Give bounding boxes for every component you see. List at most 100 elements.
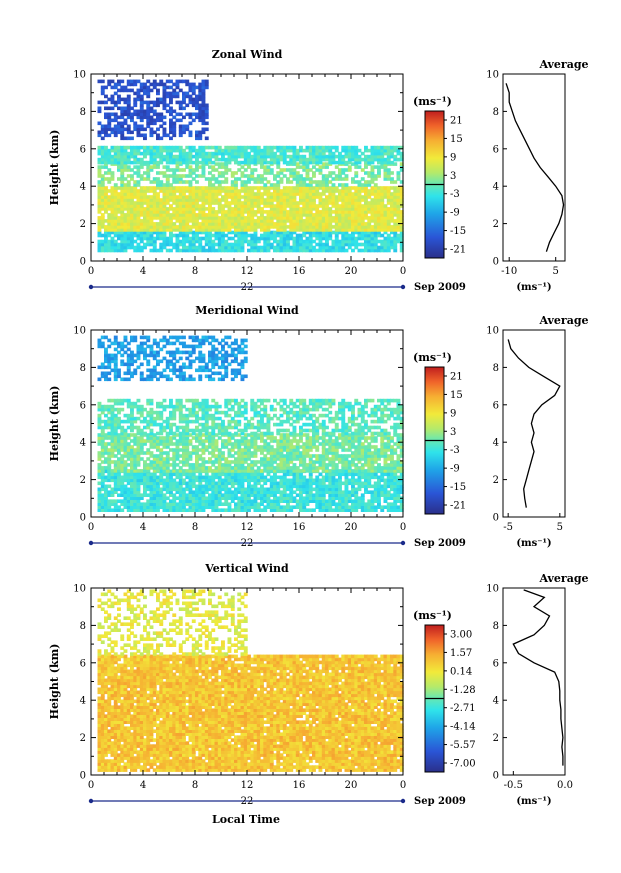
heatmap-cell xyxy=(152,466,157,470)
heatmap-cell xyxy=(107,245,112,250)
heatmap-cell xyxy=(234,222,238,226)
heatmap-cell xyxy=(195,85,199,90)
heatmap-cell xyxy=(334,174,339,178)
heatmap-cell xyxy=(276,157,281,162)
heatmap-cell xyxy=(152,100,157,105)
heatmap-cell xyxy=(351,493,355,497)
heatmap-cell xyxy=(227,225,232,229)
heatmap-cell xyxy=(250,499,255,503)
heatmap-cell xyxy=(237,454,242,458)
heatmap-cell xyxy=(308,151,313,156)
heatmap-cell xyxy=(302,177,307,181)
heatmap-cell xyxy=(279,460,284,464)
heatmap-cell xyxy=(113,210,118,214)
heatmap-cell xyxy=(149,451,154,455)
heatmap-cell xyxy=(399,460,404,464)
heatmap-cell xyxy=(334,233,339,238)
heatmap-cell xyxy=(191,499,196,503)
heatmap-cell xyxy=(204,460,209,464)
heatmap-cell xyxy=(195,484,199,489)
heatmap-cell xyxy=(117,230,121,235)
heatmap-cell xyxy=(390,481,394,486)
heatmap-cell xyxy=(237,487,242,492)
heatmap-cell xyxy=(354,207,359,211)
heatmap-cell xyxy=(113,472,118,477)
heatmap-cell xyxy=(182,236,186,241)
heatmap-cell xyxy=(198,499,203,503)
heatmap-cell xyxy=(273,245,277,250)
heatmap-cell xyxy=(383,174,388,178)
heatmap-cell xyxy=(396,475,401,480)
heatmap-cell xyxy=(159,145,164,150)
heatmap-cell xyxy=(276,457,281,461)
heatmap-cell xyxy=(208,248,212,253)
heatmap-cell xyxy=(237,189,242,193)
heatmap-cell xyxy=(380,242,385,247)
heatmap-cell xyxy=(159,97,164,102)
heatmap-cell xyxy=(120,198,125,202)
heatmap-cell xyxy=(318,222,323,226)
heatmap-cell xyxy=(260,228,264,232)
heatmap-cell xyxy=(117,242,121,247)
heatmap-cell xyxy=(230,499,235,503)
heatmap-cell xyxy=(273,499,277,503)
heatmap-cell xyxy=(396,460,401,464)
heatmap-cell xyxy=(393,505,398,509)
heatmap-cell xyxy=(240,230,245,235)
heatmap-cell xyxy=(334,508,339,512)
heatmap-cell xyxy=(224,487,229,492)
heatmap-cell xyxy=(253,186,258,190)
heatmap-cell xyxy=(305,239,310,244)
heatmap-cell xyxy=(211,189,216,193)
heatmap-cell xyxy=(152,225,157,229)
heatmap-cell xyxy=(302,239,307,244)
heatmap-cell xyxy=(367,472,372,477)
heatmap-cell xyxy=(276,192,281,196)
heatmap-cell xyxy=(295,210,300,214)
heatmap-cell xyxy=(130,463,134,467)
heatmap-cell xyxy=(123,165,128,169)
heatmap-cell xyxy=(165,177,170,181)
heatmap-cell xyxy=(185,91,190,96)
heatmap-cell xyxy=(156,177,160,181)
heatmap-cell xyxy=(217,469,222,473)
heatmap-cell xyxy=(380,478,385,483)
heatmap-cell xyxy=(338,210,342,214)
heatmap-cell xyxy=(393,222,398,226)
heatmap-cell xyxy=(107,216,112,220)
colorbar-unit: (ms⁻¹) xyxy=(413,95,452,108)
heatmap-cell xyxy=(224,210,229,214)
heatmap-cell xyxy=(308,204,313,208)
heatmap-cell xyxy=(292,451,297,455)
heatmap-cell xyxy=(221,219,225,223)
heatmap-cell xyxy=(390,451,394,455)
heatmap-cell xyxy=(302,157,307,162)
heatmap-cell xyxy=(204,499,209,503)
heatmap-cell xyxy=(266,463,271,467)
heatmap-cell xyxy=(373,508,378,512)
heatmap-cell xyxy=(230,171,235,175)
heatmap-cell xyxy=(234,160,238,165)
heatmap-cell xyxy=(165,213,170,217)
heatmap-cell xyxy=(302,502,307,506)
heatmap-cell xyxy=(289,505,294,509)
heatmap-cell xyxy=(321,469,326,473)
heatmap-cell xyxy=(286,233,290,238)
heatmap-cell xyxy=(195,106,199,111)
heatmap-cell xyxy=(120,469,125,473)
heatmap-cell xyxy=(159,207,164,211)
heatmap-cell xyxy=(175,154,180,159)
heatmap-cell xyxy=(133,189,138,193)
heatmap-cell xyxy=(276,213,281,217)
profile-x-label: (ms⁻¹) xyxy=(516,282,551,293)
heatmap-cell xyxy=(243,469,248,473)
heatmap-cell xyxy=(370,192,375,196)
heatmap-cell xyxy=(321,451,326,455)
heatmap-cell xyxy=(126,454,131,458)
heatmap-cell xyxy=(299,502,303,506)
heatmap-cell xyxy=(386,174,391,178)
heatmap-cell xyxy=(221,236,225,241)
heatmap-cell xyxy=(217,463,222,467)
heatmap-cell xyxy=(279,192,284,196)
heatmap-cell xyxy=(256,490,261,494)
